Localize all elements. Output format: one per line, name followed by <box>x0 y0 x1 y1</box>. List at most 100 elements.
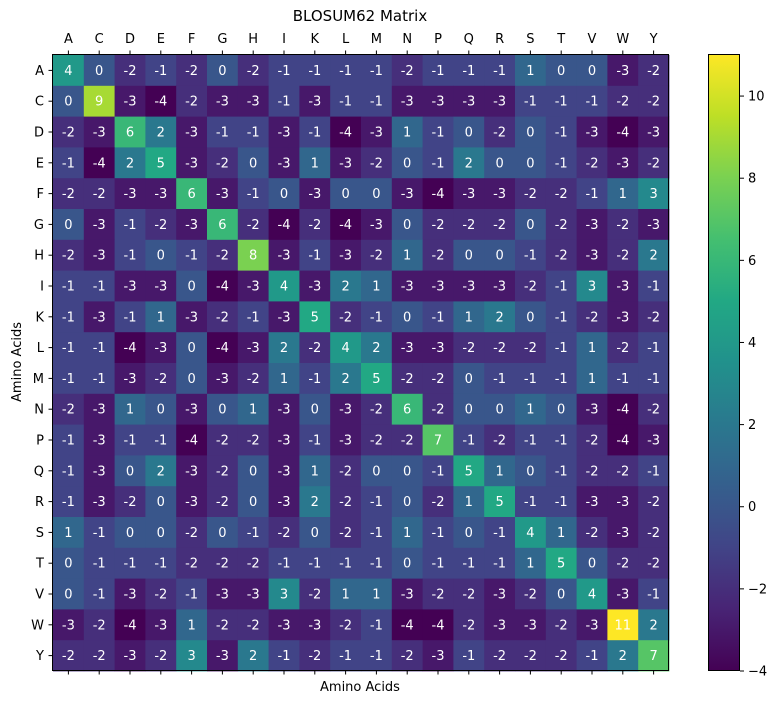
heatmap-cell-G-H <box>237 209 269 241</box>
cell-value-label: 2 <box>341 372 349 387</box>
heatmap-cell-G-L <box>330 209 362 241</box>
cell-value-label: -3 <box>124 649 137 664</box>
cell-value-label: -1 <box>308 557 321 572</box>
cell-value-label: -2 <box>647 64 660 79</box>
heatmap-cell-V-L <box>330 578 362 610</box>
heatmap-cell-Q-I <box>268 455 300 487</box>
heatmap-cell-W-H <box>237 609 269 641</box>
cell-value-label: -3 <box>93 249 106 264</box>
heatmap-cell-Q-K <box>299 455 331 487</box>
cell-value-label: 0 <box>126 464 134 479</box>
heatmap-cell-T-S <box>515 547 547 579</box>
heatmap-cell-A-S <box>515 55 547 87</box>
heatmap-cell-H-A <box>53 239 85 271</box>
cell-value-label: -1 <box>555 310 568 325</box>
heatmap-cell-D-T <box>545 116 577 148</box>
heatmap-cell-Q-A <box>53 455 85 487</box>
heatmap-cell-N-S <box>515 393 547 425</box>
cell-value-label: 3 <box>649 187 657 202</box>
cell-value-label: -1 <box>370 526 383 541</box>
heatmap-cell-E-H <box>237 147 269 179</box>
heatmap-cell-M-G <box>207 363 239 395</box>
cell-value-label: -2 <box>247 218 260 233</box>
cell-value-label: -1 <box>370 618 383 633</box>
cell-value-label: 0 <box>126 526 134 541</box>
heatmap-cell-P-L <box>330 424 362 456</box>
heatmap-cell-Q-S <box>515 455 547 487</box>
cell-value-label: 5 <box>372 372 380 387</box>
cell-value-label: -3 <box>185 218 198 233</box>
cell-value-label: -2 <box>216 495 229 510</box>
cell-value-label: -3 <box>493 618 506 633</box>
heatmap-cell-G-V <box>576 209 608 241</box>
cell-value-label: -1 <box>524 434 537 449</box>
heatmap-cell-A-P <box>422 55 454 87</box>
cell-value-label: 0 <box>403 464 411 479</box>
cell-value-label: -1 <box>124 434 137 449</box>
heatmap-cell-T-A <box>53 547 85 579</box>
cell-value-label: -4 <box>339 218 352 233</box>
cell-value-label: 4 <box>526 526 534 541</box>
cell-value-label: -2 <box>216 434 229 449</box>
cell-value-label: -2 <box>185 557 198 572</box>
y-tick-label: F <box>37 187 44 202</box>
cell-value-label: -2 <box>432 403 445 418</box>
heatmap-cell-G-Y <box>638 209 670 241</box>
cell-value-label: -2 <box>278 526 291 541</box>
heatmap-cell-M-V <box>576 363 608 395</box>
y-tick-label: Y <box>35 649 44 664</box>
heatmap-cell-E-V <box>576 147 608 179</box>
heatmap-cell-H-P <box>422 239 454 271</box>
heatmap-cell-S-L <box>330 517 362 549</box>
cell-value-label: 5 <box>465 464 473 479</box>
heatmap-cell-A-M <box>361 55 393 87</box>
cell-value-label: 0 <box>495 249 503 264</box>
y-axis-ticks: A C DE F G H IK L M N PQ R S T VW Y <box>31 64 53 664</box>
heatmap-cell-I-F <box>176 270 208 302</box>
heatmap-cell-W-K <box>299 609 331 641</box>
heatmap-cell-S-H <box>237 517 269 549</box>
cell-value-label: -2 <box>185 526 198 541</box>
heatmap-cell-A-N <box>391 55 423 87</box>
heatmap-cell-Y-V <box>576 640 608 672</box>
cell-value-label: -1 <box>308 126 321 141</box>
heatmap-cell-W-F <box>176 609 208 641</box>
heatmap-cell-P-Y <box>638 424 670 456</box>
cell-value-label: -3 <box>493 280 506 295</box>
heatmap-cell-C-M <box>361 85 393 117</box>
heatmap-cell-M-F <box>176 363 208 395</box>
cell-value-label: -1 <box>462 649 475 664</box>
cell-value-label: -3 <box>93 434 106 449</box>
y-tick-label: P <box>36 434 44 449</box>
x-tick-label: R <box>495 32 504 47</box>
cell-value-label: -3 <box>154 280 167 295</box>
heatmap-cell-V-K <box>299 578 331 610</box>
heatmap-cell-K-I <box>268 301 300 333</box>
heatmap-cell-M-Y <box>638 363 670 395</box>
cell-value-label: 0 <box>557 64 565 79</box>
heatmap-cell-E-P <box>422 147 454 179</box>
heatmap-cell-H-E <box>145 239 177 271</box>
cell-value-label: -4 <box>432 618 445 633</box>
cell-value-label: 1 <box>187 618 195 633</box>
heatmap-cell-F-V <box>576 178 608 210</box>
cell-value-label: -4 <box>278 218 291 233</box>
cell-value-label: 3 <box>187 649 195 664</box>
cell-value-label: 4 <box>341 341 349 356</box>
cell-value-label: -2 <box>555 618 568 633</box>
colorbar-tick-label: −2 <box>748 582 767 597</box>
cell-value-label: -3 <box>616 495 629 510</box>
heatmap-cell-Y-W <box>607 640 639 672</box>
chart-title: BLOSUM62 Matrix <box>293 7 428 25</box>
cell-value-label: -3 <box>586 618 599 633</box>
heatmap-cell-N-D <box>114 393 146 425</box>
cell-value-label: 4 <box>588 588 596 603</box>
heatmap-cell-G-E <box>145 209 177 241</box>
heatmap-cell-M-N <box>391 363 423 395</box>
heatmap-cell-W-S <box>515 609 547 641</box>
cell-value-label: 0 <box>157 526 165 541</box>
cell-value-label: -1 <box>247 126 260 141</box>
heatmap-cell-R-L <box>330 486 362 518</box>
heatmap-cell-Q-T <box>545 455 577 487</box>
heatmap-cell-M-A <box>53 363 85 395</box>
